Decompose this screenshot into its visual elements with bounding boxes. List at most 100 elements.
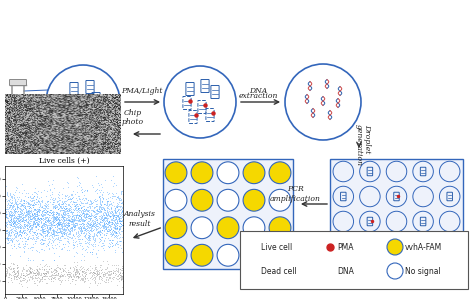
Point [39,208,47,213]
Point [19,229,27,234]
Point [110,212,118,217]
Point [23,272,31,277]
Point [13,205,20,210]
Point [21,218,28,222]
Point [15,220,23,225]
Point [72,212,80,217]
Point [1,207,9,212]
Point [1,222,9,227]
Point [8,194,15,199]
Point [63,205,70,210]
Point [27,245,34,250]
Point [44,211,52,216]
Point [56,198,64,202]
Point [85,242,93,247]
Point [8,194,15,199]
Point [64,228,72,233]
Point [4,198,11,202]
Point [22,231,29,236]
Point [71,200,78,205]
Point [79,196,86,201]
Point [69,210,77,215]
Point [37,218,45,223]
Point [66,219,73,224]
Point [60,221,67,226]
Point [45,214,53,219]
Point [72,222,79,227]
Point [78,269,86,274]
Point [64,218,72,222]
Point [17,235,24,240]
Point [64,226,71,231]
Point [25,224,32,229]
Point [113,234,120,239]
Point [58,226,66,231]
Point [60,231,68,236]
Point [91,209,99,214]
Point [113,227,120,231]
Point [66,231,74,236]
Point [80,212,87,217]
Point [62,223,70,228]
Text: Chip
photo: Chip photo [122,109,144,126]
Point [104,229,111,234]
Point [43,208,51,213]
Point [24,237,32,242]
Point [88,249,96,254]
Point [38,236,46,241]
Point [16,240,23,245]
Point [10,276,18,281]
Point [80,231,87,236]
Point [109,262,116,267]
Point [4,215,11,220]
Point [93,218,101,222]
Point [100,272,108,277]
Point [93,223,100,228]
Point [103,221,111,226]
Point [43,198,51,203]
Point [26,204,33,209]
Point [118,276,126,281]
Point [54,222,62,226]
Point [21,224,29,229]
Point [5,213,13,218]
Point [58,195,66,200]
Point [36,210,43,215]
Point [13,265,21,270]
Point [62,217,70,222]
Point [6,192,13,197]
Point [12,185,20,190]
Point [91,214,99,219]
Point [35,199,43,204]
Point [40,228,48,233]
Point [56,228,64,233]
Point [19,271,27,276]
Point [68,195,76,200]
Point [95,230,102,235]
Point [11,234,18,239]
Point [18,229,26,234]
Point [56,219,64,224]
Point [10,244,18,249]
Point [97,204,105,209]
Point [115,218,123,223]
Point [23,199,30,204]
Point [76,228,83,233]
Point [26,221,33,225]
Point [29,219,37,224]
Point [97,209,105,214]
Point [11,270,18,275]
Point [56,235,64,240]
Point [99,213,106,218]
Point [115,198,123,202]
Point [111,209,119,213]
Point [25,213,33,218]
Point [43,225,51,229]
Point [82,222,90,227]
Point [47,221,55,225]
Point [42,220,49,225]
Point [81,247,89,252]
Point [96,280,104,285]
Point [18,268,26,272]
Point [80,207,88,212]
